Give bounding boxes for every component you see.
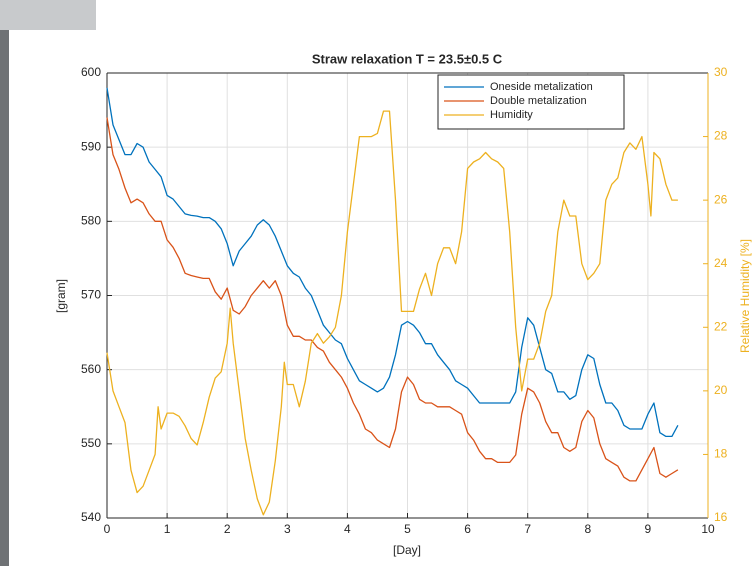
- chart-title: Straw relaxation T = 23.5±0.5 C: [312, 51, 503, 66]
- x-tick-label: 8: [584, 522, 591, 536]
- x-tick-label: 1: [164, 522, 171, 536]
- y-tick-label: 600: [81, 65, 101, 79]
- x-tick-label: 3: [284, 522, 291, 536]
- x-tick-label: 7: [524, 522, 531, 536]
- x-tick-label: 0: [104, 522, 111, 536]
- legend-label: Oneside metalization: [490, 81, 593, 93]
- y-tick-label: 570: [81, 288, 101, 302]
- y2-tick-label: 16: [714, 510, 728, 524]
- legend-label: Humidity: [490, 109, 533, 121]
- y-tick-label: 540: [81, 510, 101, 524]
- y-tick-label: 580: [81, 214, 101, 228]
- y2-tick-label: 22: [714, 319, 728, 333]
- series-line: [106, 117, 679, 482]
- y2-tick-label: 30: [714, 65, 728, 79]
- y-tick-label: 590: [81, 139, 101, 153]
- legend-box: [437, 74, 625, 130]
- backdrop-corner: [0, 0, 96, 30]
- y-tick-label: 560: [81, 362, 101, 376]
- y2-tick-label: 24: [714, 256, 728, 270]
- x-axis-label: [Day]: [393, 543, 421, 557]
- y-tick-label: 550: [81, 436, 101, 450]
- x-tick-label: 10: [701, 522, 715, 536]
- series-line: [106, 110, 678, 516]
- backdrop-strip: [0, 30, 9, 566]
- y-axis-label: [gram]: [54, 279, 68, 313]
- y2-axis-label: Relative Humidity [%]: [738, 239, 752, 353]
- y2-tick-label: 26: [714, 192, 728, 206]
- x-tick-label: 5: [404, 522, 411, 536]
- legend-label: Double metalization: [490, 95, 587, 107]
- y2-tick-label: 18: [714, 447, 728, 461]
- x-tick-label: 2: [224, 522, 231, 536]
- x-tick-label: 6: [464, 522, 471, 536]
- y2-tick-label: 28: [714, 129, 728, 143]
- legend: Oneside metalization Double metalization H…: [437, 74, 625, 130]
- x-tick-label: 9: [645, 522, 652, 536]
- x-tick-label: 4: [344, 522, 351, 536]
- y2-tick-label: 20: [714, 383, 728, 397]
- series-line: [106, 87, 679, 438]
